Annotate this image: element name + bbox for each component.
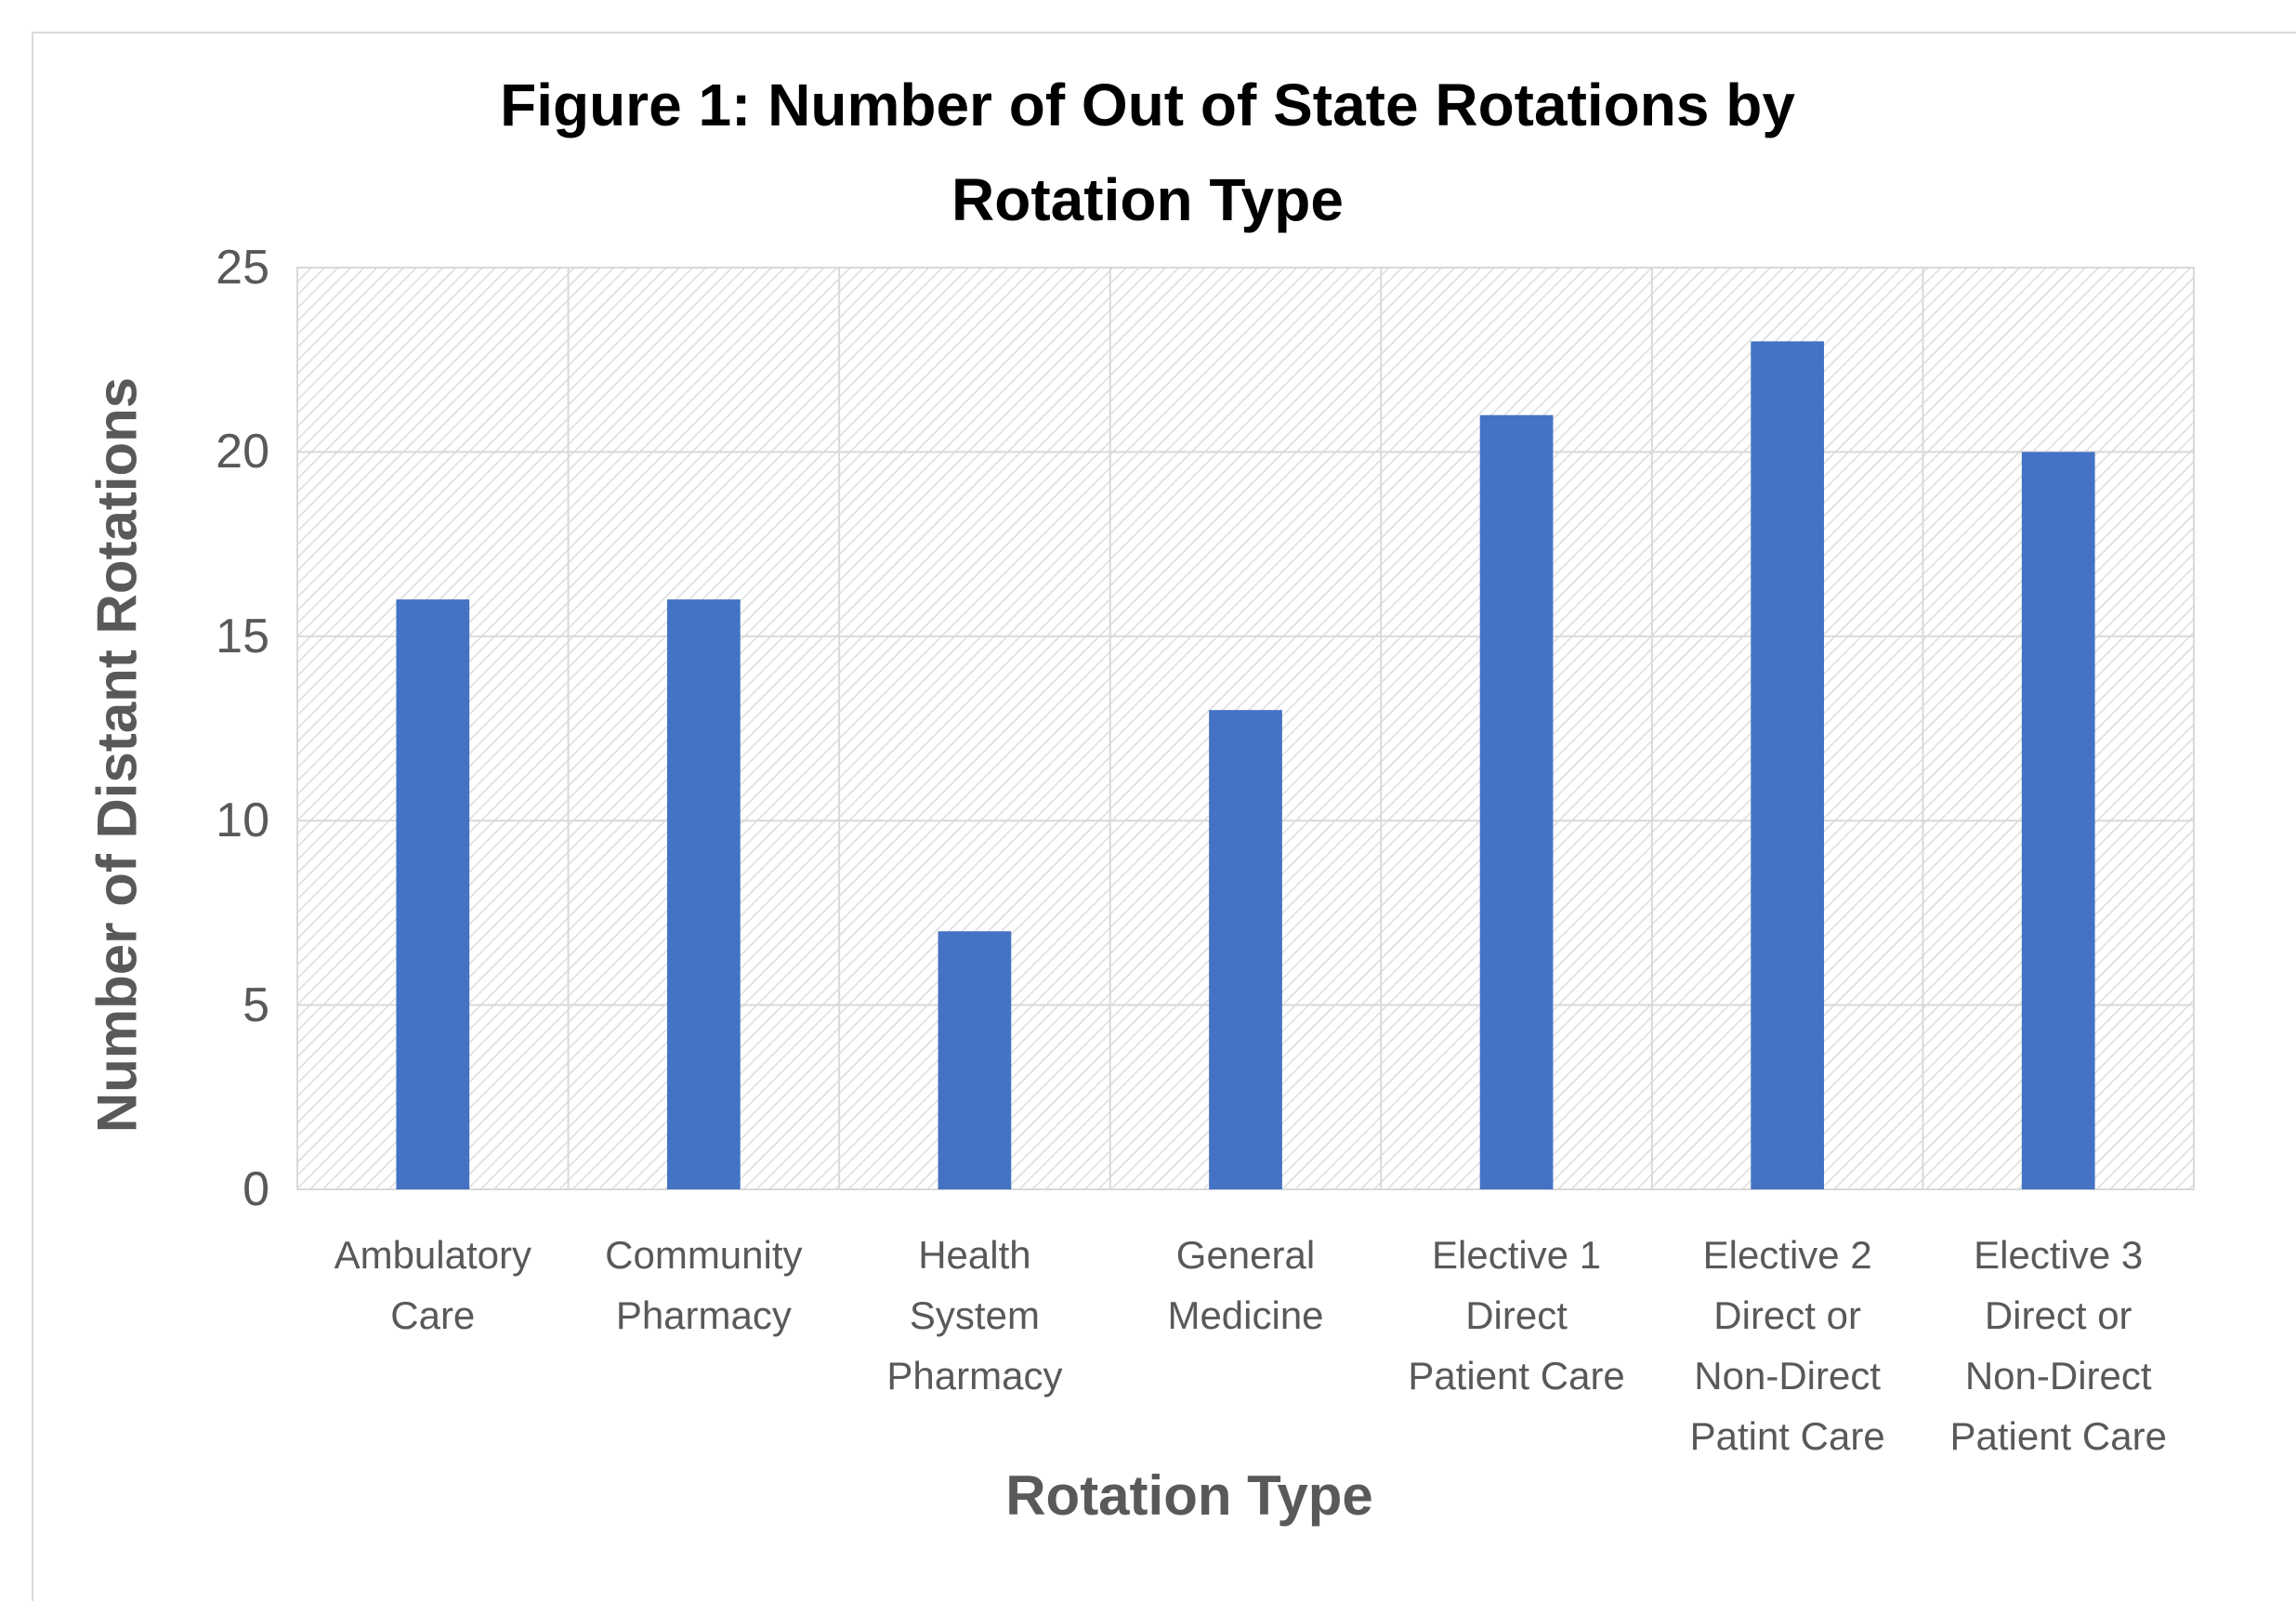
x-tick-label: Elective 1 Direct Patient Care	[1408, 1233, 1625, 1398]
bar	[1751, 341, 1825, 1189]
bar	[938, 931, 1012, 1189]
y-tick-label: 0	[243, 1162, 269, 1216]
chart-frame	[32, 32, 2296, 1601]
y-tick-label: 5	[243, 978, 269, 1032]
x-tick-label: Health System Pharmacy	[886, 1233, 1063, 1398]
y-tick-label: 10	[216, 794, 269, 848]
bar	[1209, 710, 1282, 1189]
x-axis-title: Rotation Type	[1005, 1464, 1373, 1527]
x-tick-label: Community Pharmacy	[605, 1233, 803, 1337]
x-tick-label: Elective 3 Direct or Non-Direct Patient …	[1949, 1233, 2167, 1458]
x-tick-label: Ambulatory Care	[334, 1233, 531, 1337]
y-tick-label: 15	[216, 609, 269, 663]
y-axis-title: Number of Distant Rotations	[85, 376, 149, 1134]
x-tick-label: Elective 2 Direct or Non-Direct Patint C…	[1689, 1233, 1885, 1458]
bar	[396, 599, 470, 1189]
y-tick-label: 25	[216, 241, 269, 295]
bar	[666, 599, 741, 1189]
bar	[1479, 414, 1554, 1190]
bar	[2021, 452, 2095, 1189]
y-tick-label: 20	[216, 425, 269, 479]
x-tick-label: General Medicine	[1167, 1233, 1324, 1337]
chart-title: Figure 1: Number of Out of State Rotatio…	[500, 72, 1795, 233]
